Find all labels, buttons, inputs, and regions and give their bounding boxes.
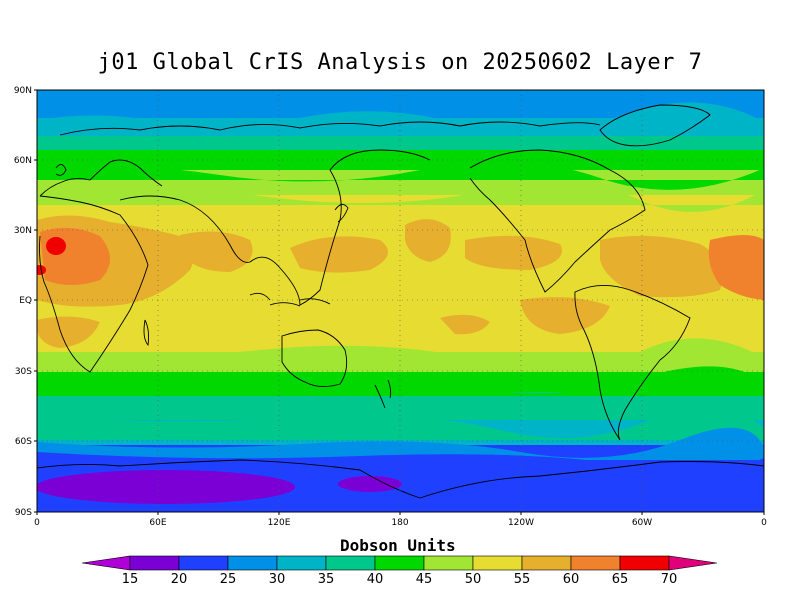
colorbar-segment: [129, 555, 180, 571]
lat-axis: 90N 60N 30N EQ 30S 60S 90S: [14, 86, 37, 518]
coast-japan: [334, 204, 349, 223]
blob-south-atlantic: [520, 297, 610, 334]
colorbar-tick-label: 35: [318, 572, 335, 587]
lat-label: 60N: [14, 156, 32, 166]
coast-indonesia: [249, 292, 331, 307]
lat-label: 90N: [14, 86, 32, 96]
blob-east-pacific: [465, 235, 562, 270]
colorbar-segment: [374, 555, 425, 571]
colorbar-segment: [325, 555, 376, 571]
wave-north-3: [37, 183, 764, 212]
blob-atlantic: [600, 235, 723, 298]
coast-greenland: [599, 104, 711, 147]
colorbar-tick-label: 65: [612, 572, 629, 587]
colorbar-tick-label: 20: [171, 572, 188, 587]
blob-central-pacific: [405, 219, 451, 262]
lat-label: EQ: [19, 296, 32, 306]
coast-south-america: [574, 285, 691, 441]
colorbar-segment: [276, 555, 327, 571]
colorbar-arrow-high: [668, 555, 718, 571]
coastlines: [37, 104, 764, 499]
map-title: j01 Global CrIS Analysis on 20250602 Lay…: [97, 50, 703, 75]
colorbar-tick-label: 50: [465, 572, 482, 587]
lon-label: 180: [391, 518, 408, 528]
wave-south-1: [37, 338, 764, 370]
coast-australia: [281, 329, 348, 387]
min-antarctic-west: [37, 470, 295, 504]
wave-south-4: [37, 427, 764, 460]
colorbar-segment: [619, 555, 670, 571]
colorbar-tick-label: 30: [269, 572, 286, 587]
lon-label: 60E: [149, 518, 166, 528]
lon-label: 0: [34, 518, 40, 528]
ozone-field: [37, 90, 764, 512]
wave-north-2: [37, 161, 764, 190]
colorbar-tick-label: 25: [220, 572, 237, 587]
blob-india: [180, 231, 253, 272]
blob-south-africa: [37, 316, 100, 348]
peak-west-africa: [37, 265, 46, 275]
colorbar-tick-label: 55: [514, 572, 531, 587]
colorbar-segment: [521, 555, 572, 571]
colorbar: 15 20 25 30 35 40 45 50 55 60 65 70: [81, 555, 718, 587]
lat-label: 90S: [15, 508, 32, 518]
colorbar-segment: [472, 555, 523, 571]
wave-south-2: [37, 366, 764, 396]
lat-label: 30S: [15, 367, 32, 377]
coast-madagascar: [143, 319, 150, 347]
lon-label: 120W: [508, 518, 534, 528]
wave-north-1: [37, 102, 764, 136]
band-60-75n-b: [37, 135, 764, 153]
coast-arctic: [59, 121, 601, 136]
coast-antarctica: [37, 459, 764, 499]
lon-label: 120E: [268, 518, 291, 528]
peak-sahara: [46, 237, 66, 255]
lon-label: 60W: [632, 518, 652, 528]
coast-europe: [39, 159, 163, 197]
colorbar-tick-label: 70: [661, 572, 678, 587]
colorbar-segment: [227, 555, 278, 571]
min-antarctic-east: [338, 476, 402, 492]
colorbar-tick-label: 60: [563, 572, 580, 587]
blob-west-pacific: [290, 236, 388, 273]
blob-sahara: [40, 227, 110, 285]
colorbar-title: Dobson Units: [340, 536, 456, 555]
lon-label: 0: [761, 518, 767, 528]
lat-label: 60S: [15, 437, 32, 447]
colorbar-tick-label: 15: [122, 572, 139, 587]
colorbar-segment: [423, 555, 474, 571]
lon-axis: 0 60E 120E 180 120W 60W 0: [34, 512, 767, 528]
lat-label: 30N: [14, 226, 32, 236]
band-50-60n: [37, 150, 764, 172]
coast-new-zealand: [374, 379, 392, 409]
gridlines: [37, 90, 764, 512]
coast-asia: [119, 149, 431, 306]
colorbar-tick-label: 40: [367, 572, 384, 587]
colorbar-tick-label: 45: [416, 572, 433, 587]
coast-north-america: [469, 149, 646, 293]
wave-south-3: [37, 406, 764, 440]
colorbar-segment: [570, 555, 621, 571]
coast-uk: [55, 164, 67, 176]
colorbar-segment: [178, 555, 229, 571]
blob-east-atlantic: [708, 235, 764, 300]
blob-south-pacific: [440, 314, 490, 335]
wave-south-5: [37, 452, 764, 472]
colorbar-arrow-low: [81, 555, 131, 571]
coast-africa: [39, 195, 149, 373]
